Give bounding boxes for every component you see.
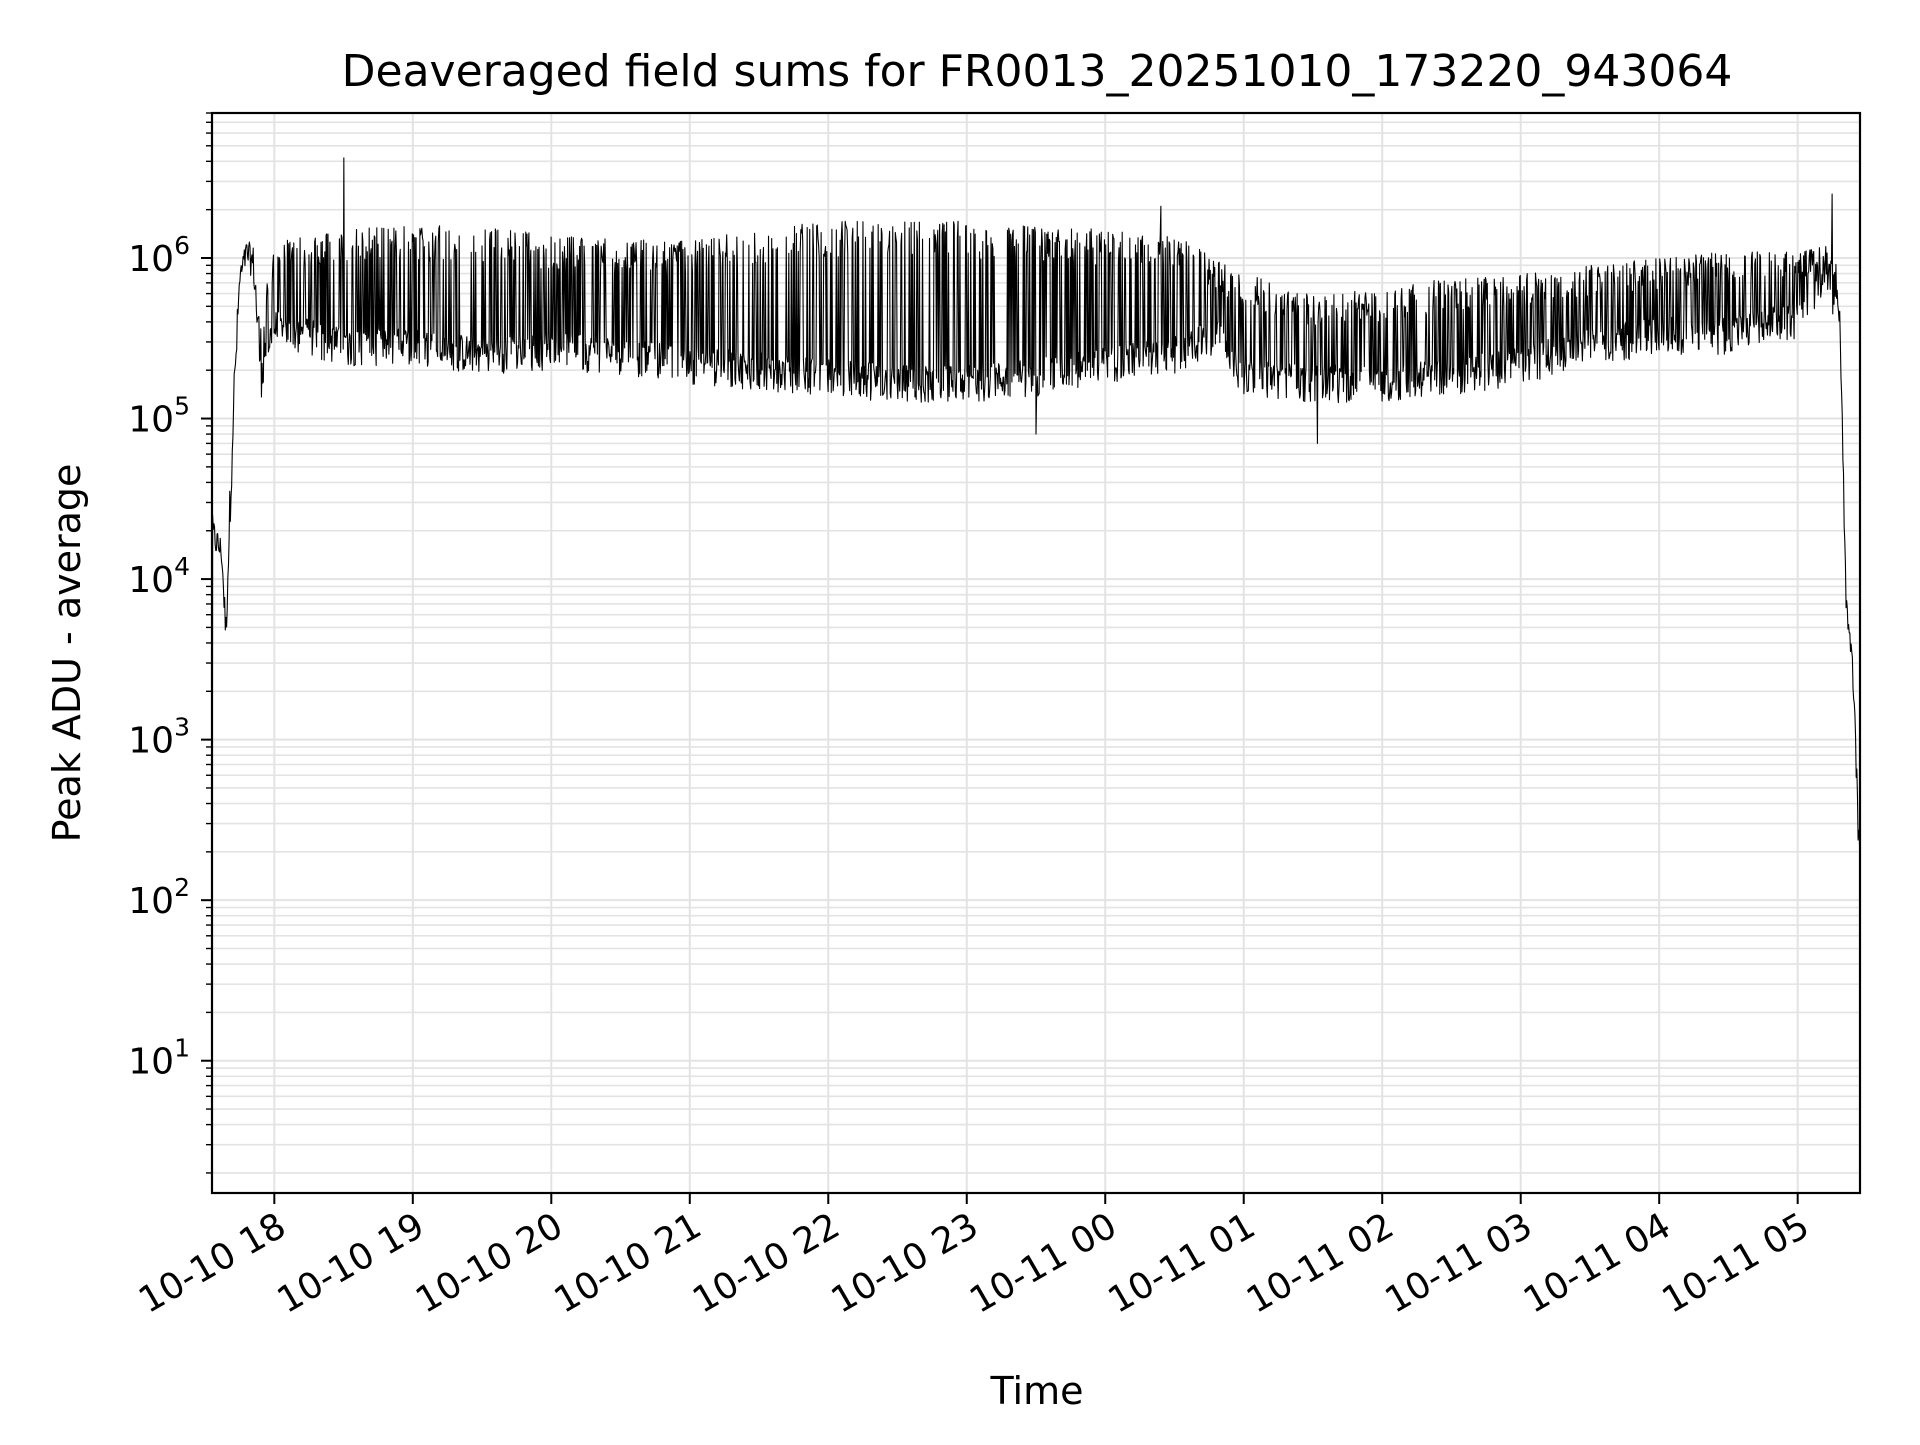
y-tick-label: 104 (128, 552, 190, 601)
y-axis-label: Peak ADU - average (45, 464, 89, 843)
y-tick-label: 105 (128, 392, 190, 441)
y-tick-label: 102 (128, 873, 190, 922)
chart-title: Deaveraged field sums for FR0013_2025101… (342, 46, 1733, 97)
y-tick-label: 103 (128, 713, 190, 762)
x-axis-label: Time (990, 1369, 1084, 1413)
plot-frame (210, 111, 1862, 1195)
y-axis-ticks: 101 102 103 104 105 106 (128, 231, 212, 1083)
series-line-field-sums (211, 157, 1861, 1190)
y-axis-minor-ticks (206, 112, 212, 1174)
y-tick-label: 101 (128, 1034, 190, 1083)
y-tick-label: 106 (128, 231, 190, 280)
